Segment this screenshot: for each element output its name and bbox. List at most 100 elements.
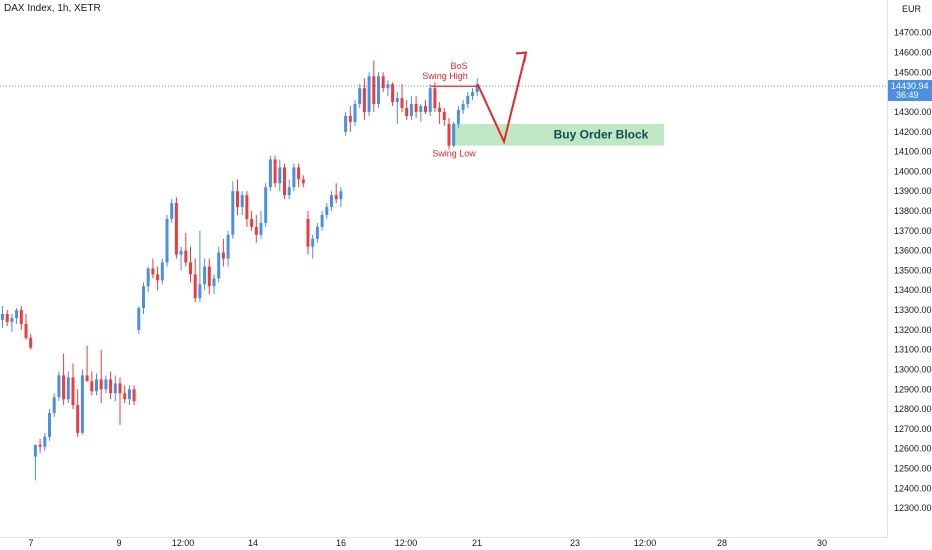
candle-body (127, 389, 131, 400)
candle-body (132, 389, 136, 402)
swing-low-label: Swing Low (432, 149, 476, 159)
swing-high-label: Swing High (422, 71, 468, 81)
candle-body (226, 234, 230, 259)
candle-body (330, 195, 333, 208)
candle-body (306, 218, 310, 247)
candle-body (254, 226, 258, 235)
candle-body (198, 284, 202, 299)
candle-body (203, 266, 207, 285)
candle-body (113, 383, 117, 394)
candle-body (438, 108, 442, 112)
candle-body (419, 106, 423, 112)
candle-body (334, 195, 338, 200)
candle-body (160, 262, 164, 281)
candle-body (48, 413, 51, 437)
candle-body (76, 405, 80, 433)
candle-body (391, 84, 395, 103)
candle-body (461, 104, 465, 110)
candle-body (38, 444, 42, 447)
candle-body (15, 310, 19, 318)
candle-body (273, 159, 277, 184)
price-tick-label: 13300.00 (894, 305, 932, 315)
candle-body (212, 278, 216, 287)
price-tick-label: 12500.00 (894, 464, 932, 474)
price-tick-label: 12600.00 (894, 444, 932, 454)
candle-body (217, 252, 221, 279)
price-tick-label: 14200.00 (894, 127, 932, 137)
candle-body (428, 88, 432, 112)
candle-body (156, 274, 160, 281)
candle-body (362, 88, 366, 112)
price-axis[interactable]: EUR 14700.0014600.0014500.0014400.001430… (887, 0, 932, 538)
candle-body (66, 377, 70, 400)
candle-body (400, 98, 404, 109)
candle-body (221, 252, 225, 259)
candle-body (292, 167, 296, 188)
time-tick-label: 14 (248, 538, 258, 548)
candle-body (142, 286, 145, 309)
last-price-label: 14430.94 36:49 (888, 80, 932, 102)
candle-body (287, 187, 291, 196)
price-tick-label: 12900.00 (894, 384, 932, 394)
time-tick-label: 7 (28, 538, 33, 548)
annotations: BoS Swing High Swing Low (422, 51, 528, 159)
price-tick-label: 14700.00 (894, 28, 932, 38)
candle-body (395, 98, 399, 103)
price-tick-label: 14000.00 (894, 166, 932, 176)
candle-body (1, 314, 4, 320)
price-tick-label: 14500.00 (894, 67, 932, 77)
candle-body (268, 159, 272, 188)
candle-body (24, 323, 28, 338)
time-axis[interactable]: 7 9 12:00 14 16 12:00 21 23 12:00 28 30 (0, 537, 887, 549)
candle-body (264, 187, 268, 223)
price-tick-label: 13000.00 (894, 364, 932, 374)
candle-body (358, 88, 362, 105)
candle-body (95, 379, 98, 392)
time-tick-label: 12:00 (172, 538, 195, 548)
price-tick-label: 14100.00 (894, 147, 932, 157)
candle-body (414, 104, 418, 112)
candle-body (43, 436, 47, 447)
candle-body (137, 308, 141, 330)
candle-body (123, 393, 127, 400)
candle-body (174, 203, 178, 255)
candle-body (19, 310, 23, 324)
candle-body (245, 195, 249, 219)
candle-body (377, 76, 380, 105)
time-tick-label: 23 (570, 538, 580, 548)
candle-body (80, 375, 84, 433)
price-tick-label: 13800.00 (894, 206, 932, 216)
candle-body (452, 123, 456, 146)
price-tick-label: 13200.00 (894, 325, 932, 335)
candle-body (353, 104, 357, 122)
candle-body (386, 84, 390, 89)
candle-body (104, 379, 108, 390)
candle-body (33, 444, 37, 457)
candle-body (475, 84, 479, 93)
projection-path (476, 52, 527, 145)
time-tick-label: 12:00 (395, 538, 418, 548)
candle-body (372, 76, 376, 105)
candle-body (184, 250, 188, 263)
time-tick-label: 12:00 (634, 538, 657, 548)
price-tick-label: 13500.00 (894, 265, 932, 275)
candles (1, 60, 479, 481)
candle-body (339, 191, 343, 200)
candle-body (466, 96, 470, 105)
time-tick-label: 21 (472, 538, 482, 548)
candle-body (71, 377, 75, 406)
time-tick-label: 30 (817, 538, 827, 548)
candle-body (297, 167, 301, 180)
candle-body (231, 191, 235, 235)
candle-body (179, 250, 183, 255)
candle-body (146, 268, 150, 287)
candle-body (278, 167, 282, 184)
price-tick-label: 12400.00 (894, 483, 932, 493)
candle-body (62, 375, 66, 400)
bos-label: BoS (450, 61, 467, 71)
candle-body (442, 111, 446, 120)
time-tick-label: 28 (717, 538, 727, 548)
price-tick-label: 13600.00 (894, 246, 932, 256)
currency-label: EUR (902, 4, 922, 14)
